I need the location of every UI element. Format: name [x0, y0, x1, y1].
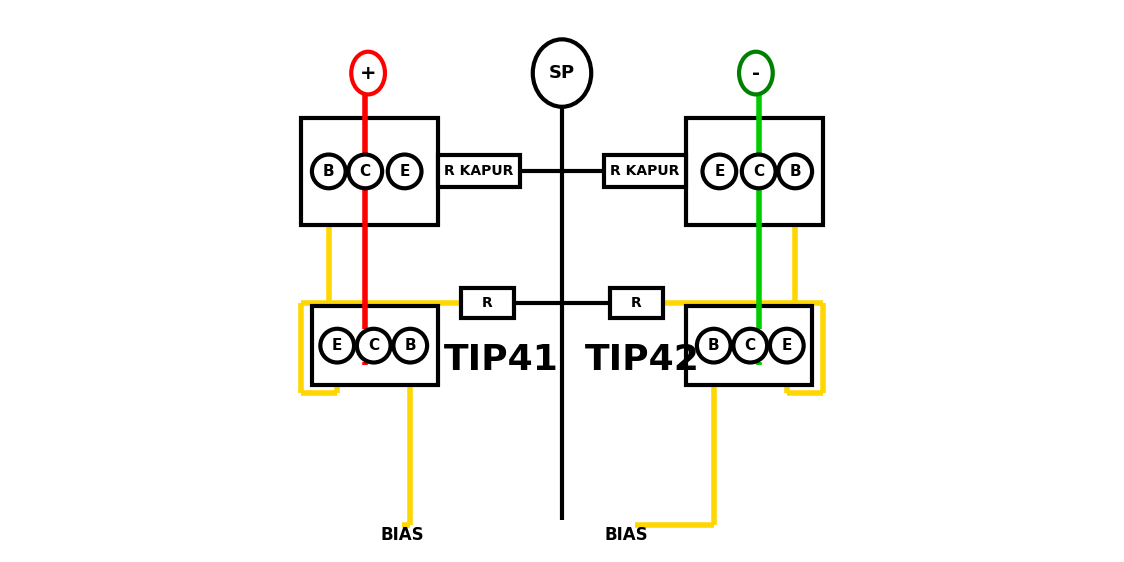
- Text: TIP41: TIP41: [444, 343, 559, 377]
- Ellipse shape: [351, 52, 384, 94]
- Circle shape: [742, 155, 776, 188]
- Bar: [312, 306, 438, 385]
- Text: R: R: [631, 296, 642, 310]
- Bar: [609, 288, 663, 318]
- Circle shape: [393, 329, 427, 362]
- Text: C: C: [753, 164, 764, 179]
- Bar: [461, 288, 515, 318]
- Text: E: E: [714, 164, 725, 179]
- Text: B: B: [405, 338, 416, 353]
- Text: C: C: [360, 164, 371, 179]
- Text: B: B: [789, 164, 801, 179]
- Circle shape: [311, 155, 346, 188]
- Text: R: R: [482, 296, 493, 310]
- Circle shape: [320, 329, 354, 362]
- Text: BIAS: BIAS: [605, 526, 649, 544]
- Circle shape: [702, 155, 736, 188]
- Circle shape: [348, 155, 382, 188]
- Ellipse shape: [533, 39, 591, 107]
- Circle shape: [697, 329, 731, 362]
- Circle shape: [733, 329, 767, 362]
- Text: TIP42: TIP42: [584, 343, 699, 377]
- Text: R KAPUR: R KAPUR: [610, 164, 680, 178]
- Text: SP: SP: [549, 64, 575, 82]
- Circle shape: [357, 329, 391, 362]
- Text: C: C: [745, 338, 755, 353]
- Bar: [438, 155, 519, 187]
- Text: -: -: [752, 64, 760, 83]
- Text: E: E: [781, 338, 792, 353]
- Text: E: E: [332, 338, 343, 353]
- Text: B: B: [323, 164, 335, 179]
- Text: E: E: [399, 164, 410, 179]
- Bar: [686, 118, 823, 225]
- Bar: [605, 155, 686, 187]
- Text: R KAPUR: R KAPUR: [444, 164, 514, 178]
- Text: C: C: [369, 338, 379, 353]
- Text: +: +: [360, 64, 377, 83]
- Text: B: B: [708, 338, 719, 353]
- Circle shape: [770, 329, 804, 362]
- Text: BIAS: BIAS: [380, 526, 424, 544]
- Bar: [686, 306, 812, 385]
- Bar: [301, 118, 438, 225]
- Circle shape: [388, 155, 422, 188]
- Ellipse shape: [740, 52, 773, 94]
- Circle shape: [778, 155, 813, 188]
